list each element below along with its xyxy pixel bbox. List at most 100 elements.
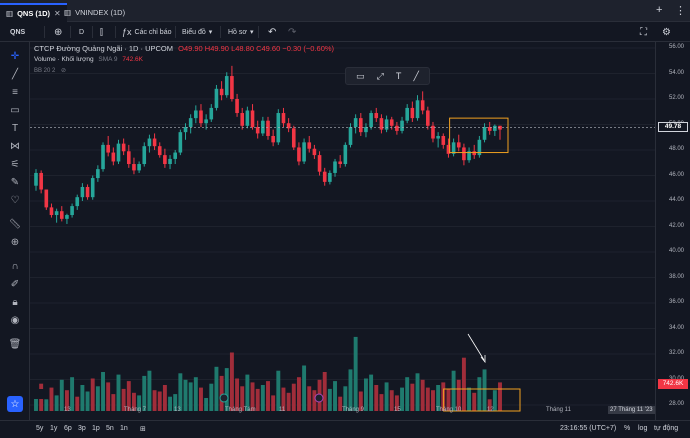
line-icon[interactable]: ╱ (413, 70, 419, 81)
range-button-5n[interactable]: 5n (106, 425, 114, 432)
profile-button[interactable]: Hồ sơ ▾ (228, 22, 254, 42)
tab-vnindex[interactable]: ▥ VNINDEX (1D) (58, 3, 131, 22)
interval-label: D (79, 28, 85, 36)
candle-body (235, 99, 239, 114)
candle-body (39, 172, 43, 190)
volume-bar (436, 385, 441, 411)
add-symbol-icon[interactable]: ⊕ (54, 26, 63, 38)
indicators-label: Các chỉ báo (134, 28, 172, 36)
favorites-icon[interactable]: ☆ (7, 396, 23, 412)
forecast-icon[interactable]: ⚟ (10, 158, 20, 170)
heart-icon[interactable]: ♡ (10, 194, 20, 206)
rectangle-icon[interactable]: ▭ (356, 70, 365, 81)
chart-pane[interactable]: ▭ ⤢ T ╱ (30, 42, 655, 420)
volume-bar (168, 396, 173, 411)
eye-icon[interactable]: ◉ (10, 314, 20, 326)
candle-body (405, 107, 410, 121)
candle-body (328, 172, 332, 182)
candle-body (317, 155, 322, 172)
brush-icon[interactable]: ✎ (10, 176, 20, 188)
time-tick-label: Tháng 11 (546, 407, 571, 413)
volume-bar (405, 377, 410, 411)
tradingview-logo (33, 389, 47, 399)
candle-body (163, 155, 167, 165)
interval-button[interactable]: D (79, 22, 84, 42)
candle-body (384, 119, 389, 130)
candle-body (80, 186, 85, 198)
volume-bar (255, 388, 260, 411)
fullscreen-icon[interactable]: ⛶ (640, 26, 647, 38)
more-icon[interactable]: ⋮ (675, 5, 686, 17)
indicators-button[interactable]: ƒx Các chỉ báo (122, 22, 171, 42)
candle-body (343, 144, 348, 165)
trash-icon[interactable]: 🗑︎ (8, 338, 22, 350)
candle-body (322, 171, 327, 182)
horizontal-line-icon[interactable]: ≡ (12, 86, 18, 98)
percent-toggle[interactable]: % (624, 425, 631, 432)
lock-icon[interactable]: 🔒︎ (12, 296, 18, 308)
ruler-icon[interactable]: 📏︎ (8, 218, 22, 230)
range-button-5y[interactable]: 5y (36, 425, 44, 432)
candle-body (271, 135, 275, 143)
stay-drawing-icon[interactable]: ✐ (10, 278, 20, 290)
candle-body (75, 197, 80, 207)
pattern-icon[interactable]: ⋈ (10, 140, 20, 152)
redo-icon[interactable]: ↷ (288, 26, 297, 38)
trend-line-icon[interactable]: ╱ (11, 68, 19, 80)
range-button-6p[interactable]: 6p (64, 425, 72, 432)
candle-body (44, 189, 49, 208)
auto-toggle[interactable]: tự động (654, 425, 679, 432)
eye-off-icon[interactable]: ⊘ (61, 68, 67, 74)
candle-body (132, 164, 136, 171)
log-toggle[interactable]: log (638, 425, 648, 432)
chart-type-button[interactable]: Biểu đồ ▾ (182, 22, 212, 42)
time-axis[interactable]: 13 Tháng 7 13 Tháng Tám 11 Tháng 9 15 Tháng 10 1… (30, 405, 655, 420)
price-tick-label: 52.00 (668, 95, 684, 101)
trend-line-icon[interactable]: ⤢ (376, 70, 384, 81)
volume-bar (353, 336, 358, 411)
candle-body (183, 127, 188, 133)
tab-qns[interactable]: ▥ QNS (1D) ✕ (0, 3, 67, 22)
volume-bar (142, 375, 147, 411)
candle-body (420, 100, 425, 111)
range-button-1y[interactable]: 1y (50, 425, 58, 432)
price-scale[interactable]: 56.0054.0052.0050.0048.0046.0044.0042.00… (655, 42, 690, 420)
candle-body (214, 88, 219, 108)
volume-bar (492, 390, 497, 411)
settings-icon[interactable]: ⚙ (662, 26, 671, 38)
dividend-marker (314, 393, 324, 403)
candle-body (199, 110, 203, 124)
volume-bar (456, 379, 461, 411)
text-icon[interactable]: T (395, 71, 402, 81)
volume-bar (209, 383, 214, 411)
range-button-3p[interactable]: 3p (78, 425, 86, 432)
text-icon[interactable]: T (11, 122, 19, 134)
zoom-icon[interactable]: ⊕ (10, 236, 20, 248)
calendar-icon[interactable]: ⊞ (140, 426, 146, 433)
magnet-icon[interactable]: ∩ (11, 260, 19, 272)
volume-bar (374, 385, 379, 411)
rectangle-icon[interactable]: ▭ (10, 104, 20, 116)
range-button-1p[interactable]: 1p (92, 425, 100, 432)
candle-body (436, 135, 440, 139)
candle-body (333, 161, 337, 173)
time-tick-label: 13 (64, 407, 71, 413)
close-icon[interactable]: ✕ (54, 9, 61, 18)
candles-icon[interactable]: ⫿ (100, 26, 103, 37)
candle-body (451, 142, 456, 154)
candle-body (493, 125, 497, 131)
crosshair-icon[interactable]: ✛ (10, 50, 20, 62)
volume-bar (425, 387, 430, 411)
add-tab-icon[interactable]: + (656, 4, 663, 16)
volume-bar (188, 382, 193, 411)
range-button-1n[interactable]: 1n (120, 425, 128, 432)
current-price-label: 49.78 (658, 122, 688, 133)
candle-body (173, 152, 178, 159)
price-tick-label: 42.00 (668, 222, 684, 229)
candle-body (157, 146, 162, 156)
volume-bar (126, 381, 131, 411)
bb-label: BB 20 2 (34, 68, 56, 74)
undo-icon[interactable]: ↶ (268, 26, 277, 38)
symbol-search-button[interactable]: QNS (10, 22, 25, 42)
candle-body (426, 110, 430, 126)
